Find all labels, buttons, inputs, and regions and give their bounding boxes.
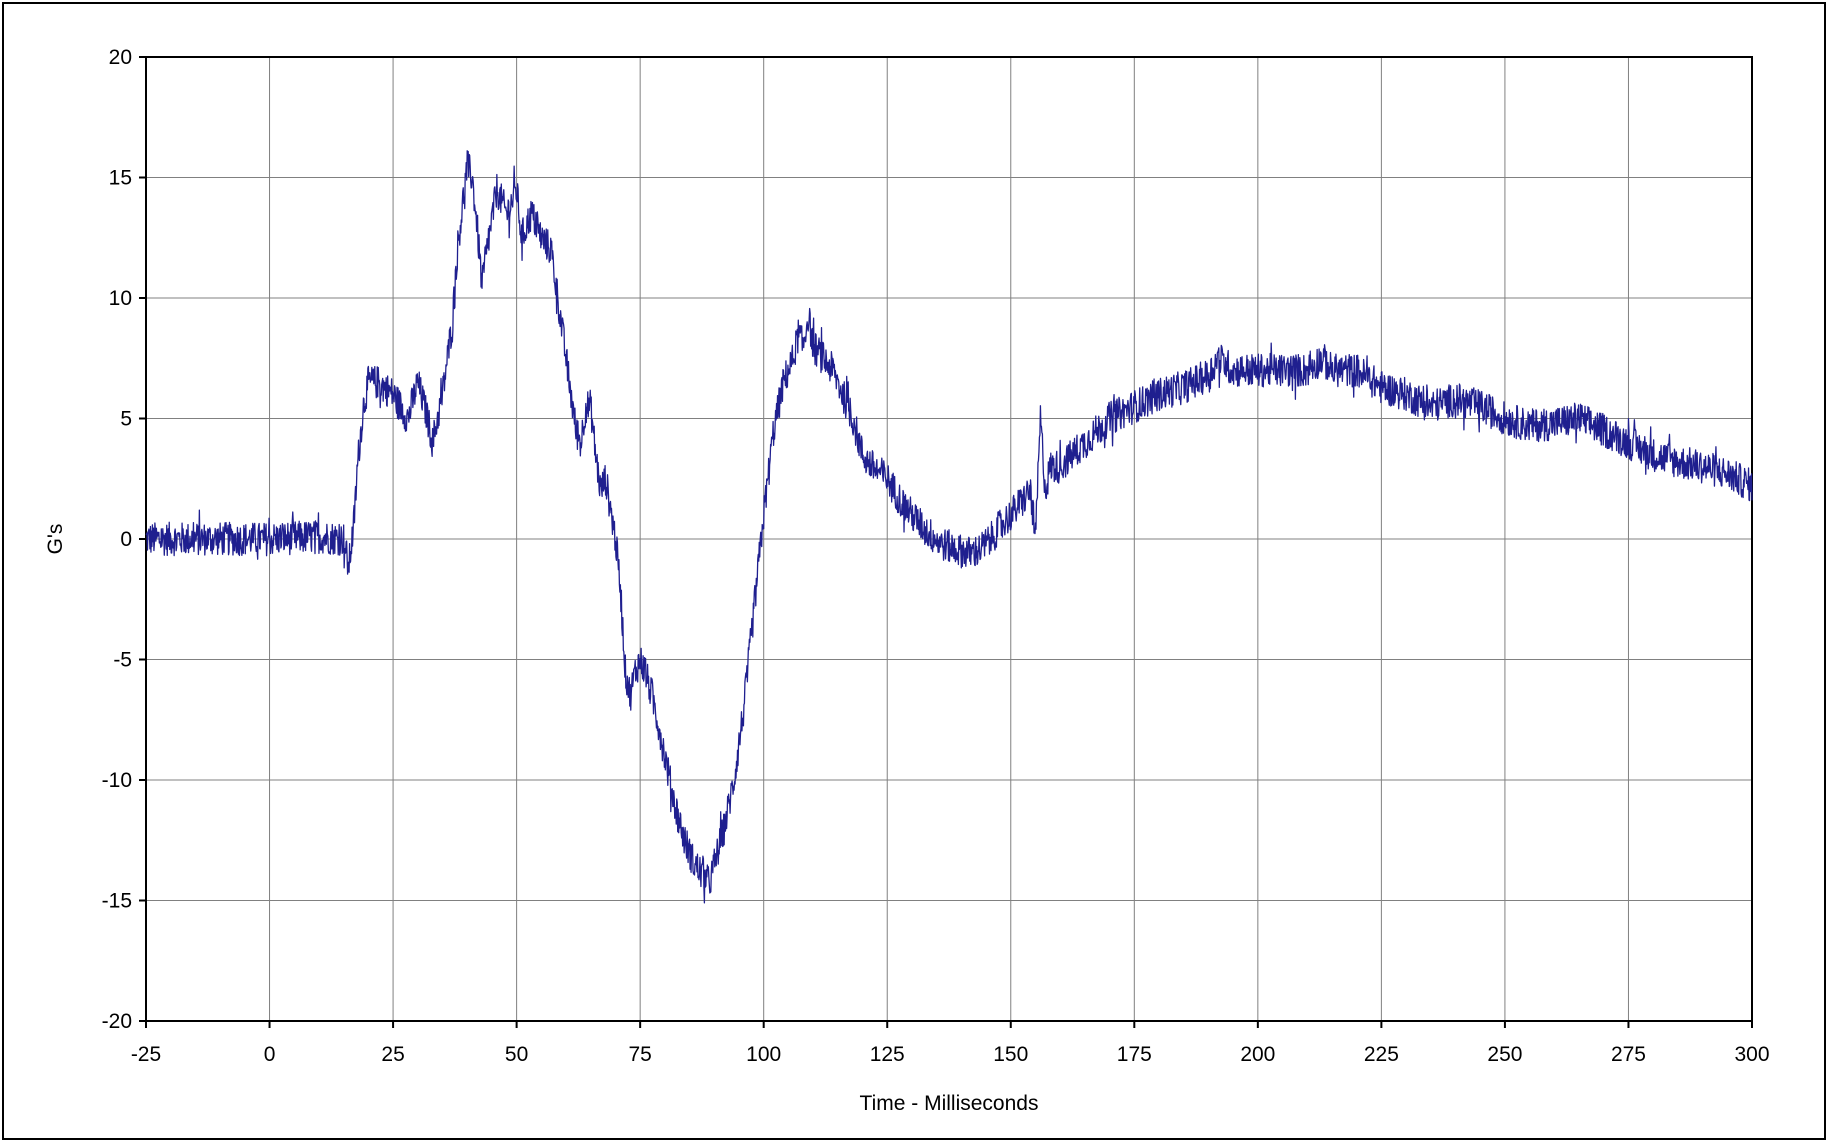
grid-layer: [146, 57, 1752, 1021]
x-tick-label: 175: [1117, 1043, 1152, 1066]
x-tick-label: 250: [1487, 1043, 1522, 1066]
x-tick-label: 200: [1240, 1043, 1275, 1066]
x-tick-label: 150: [993, 1043, 1028, 1066]
series-layer: [145, 150, 1753, 904]
x-tick-label: 50: [505, 1043, 528, 1066]
y-tick-label: 20: [109, 46, 132, 69]
x-tick-label: 100: [746, 1043, 781, 1066]
y-tick-label: 15: [109, 167, 132, 190]
tick-layer: -25 0 25 50 75 100 125 150 175 200 225 250 275 300-20…: [102, 46, 1770, 1066]
x-tick-label: 225: [1364, 1043, 1399, 1066]
y-tick-label: -15: [102, 890, 132, 913]
x-tick-label: 125: [870, 1043, 905, 1066]
series-line: [145, 150, 1753, 904]
x-tick-label: 300: [1734, 1043, 1769, 1066]
x-tick-label: -25: [131, 1043, 161, 1066]
y-axis-title: G's: [44, 524, 67, 555]
y-tick-label: -20: [102, 1010, 132, 1033]
y-tick-label: 10: [109, 287, 132, 310]
y-tick-label: 5: [120, 408, 132, 431]
y-tick-label: -5: [113, 649, 132, 672]
x-tick-label: 25: [381, 1043, 404, 1066]
y-tick-label: 0: [120, 528, 132, 551]
y-tick-label: -10: [102, 769, 132, 792]
x-axis-title: Time - Milliseconds: [860, 1092, 1039, 1115]
x-tick-label: 75: [628, 1043, 651, 1066]
x-tick-label: 0: [264, 1043, 276, 1066]
x-tick-label: 275: [1611, 1043, 1646, 1066]
